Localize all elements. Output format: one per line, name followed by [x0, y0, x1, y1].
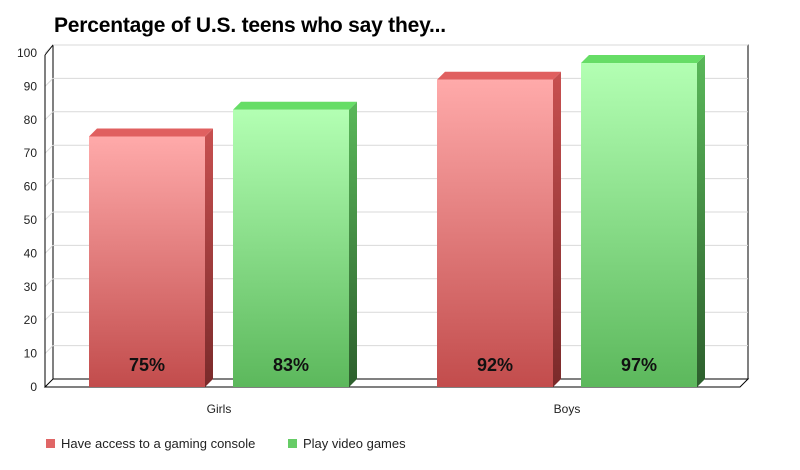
- y-tick-label: 10: [24, 347, 38, 361]
- y-tick-label: 0: [30, 380, 37, 394]
- bar-side-console-girls: [205, 128, 213, 387]
- bar-videogames-girls[interactable]: [233, 109, 349, 387]
- gridline-diagonal: [44, 111, 54, 121]
- gridline-diagonal: [44, 211, 54, 221]
- bar-side-videogames-girls: [349, 101, 357, 387]
- y-tick-label: 30: [24, 280, 38, 294]
- y-tick-label: 20: [24, 313, 38, 327]
- x-tick-label-girls: Girls: [207, 402, 232, 416]
- legend-swatch-videogames: [288, 439, 297, 448]
- y-tick-label: 50: [24, 213, 38, 227]
- data-label-console-boys: 92%: [477, 355, 513, 375]
- gridline-diagonal: [44, 144, 54, 154]
- chart-title: Percentage of U.S. teens who say they...: [54, 14, 446, 37]
- y-tick-label: 40: [24, 246, 38, 260]
- legend-label-videogames: Play video games: [303, 436, 406, 451]
- legend-swatch-console: [46, 439, 55, 448]
- y-tick-label: 70: [24, 146, 38, 160]
- legend-item-console[interactable]: Have access to a gaming console: [46, 436, 255, 451]
- gridline-diagonal: [44, 311, 54, 321]
- bar-top-console-girls: [89, 128, 213, 137]
- bar-top-videogames-girls: [233, 101, 357, 110]
- y-axis-top-edge: [44, 44, 54, 56]
- y-tick-label: 90: [24, 79, 38, 93]
- bar-side-videogames-boys: [697, 55, 705, 388]
- y-tick-label: 80: [24, 113, 38, 127]
- gridline-diagonal: [44, 178, 54, 187]
- bar-videogames-boys[interactable]: [581, 63, 697, 388]
- bar-top-console-boys: [437, 71, 561, 80]
- data-label-videogames-boys: 97%: [621, 355, 657, 375]
- gridline-diagonal: [44, 78, 54, 87]
- y-tick-label: 100: [17, 46, 37, 60]
- gridline-diagonal: [44, 245, 54, 254]
- bar-side-console-boys: [553, 71, 561, 387]
- x-tick-label-boys: Boys: [554, 402, 581, 416]
- bar-console-boys[interactable]: [437, 79, 553, 387]
- y-tick-label: 60: [24, 180, 38, 194]
- gridline-diagonal: [44, 278, 54, 288]
- data-label-console-girls: 75%: [129, 355, 165, 375]
- legend-label-console: Have access to a gaming console: [61, 436, 256, 451]
- legend-item-videogames[interactable]: Play video games: [288, 436, 406, 451]
- bar-top-videogames-boys: [581, 55, 705, 64]
- bar-console-girls[interactable]: [89, 136, 205, 388]
- data-label-videogames-girls: 83%: [273, 355, 309, 375]
- gridline-diagonal: [44, 345, 54, 354]
